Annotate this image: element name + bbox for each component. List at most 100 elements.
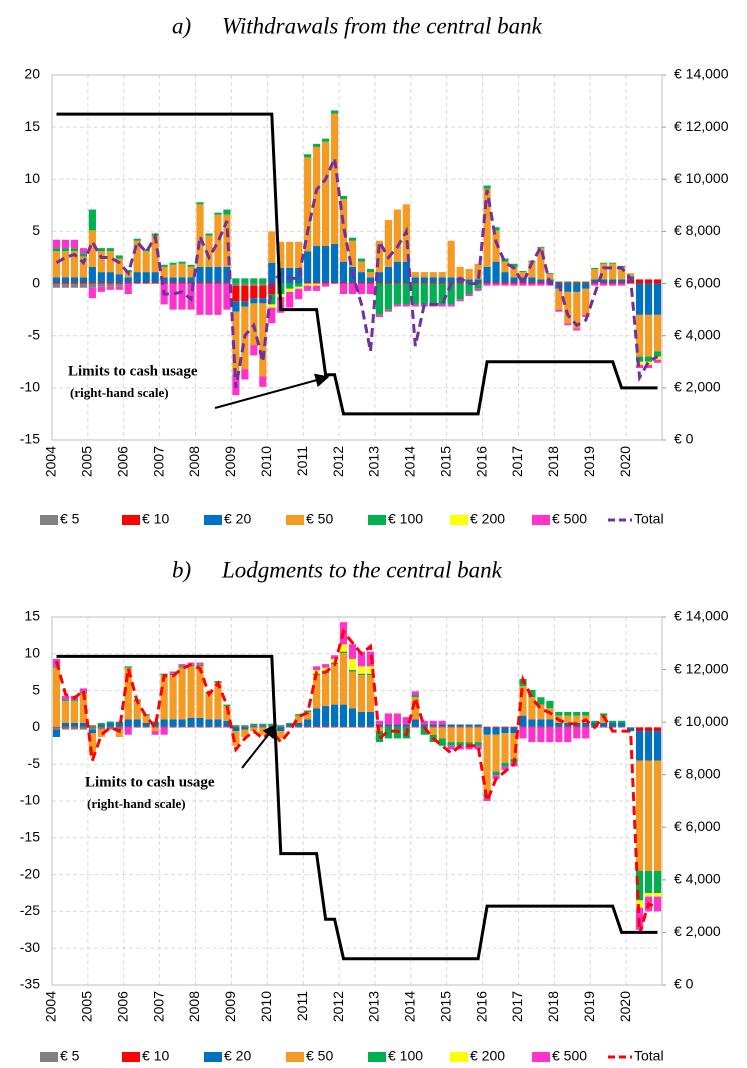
bar-segment xyxy=(384,282,392,284)
bar-segment xyxy=(196,266,204,283)
bar-segment xyxy=(330,110,339,114)
bar-segment xyxy=(510,263,518,267)
bar-segment xyxy=(259,726,267,728)
bar-segment xyxy=(241,729,249,737)
bar-segment xyxy=(330,655,339,659)
y2-tick-label: € 10,000 xyxy=(674,170,729,186)
bar-segment xyxy=(402,726,410,728)
bar-segment xyxy=(384,283,392,310)
bar-segment xyxy=(88,729,96,734)
y2-tick-label: € 12,000 xyxy=(674,118,729,134)
bar-segment xyxy=(304,726,312,728)
legend-swatch xyxy=(204,515,222,525)
bar-segment xyxy=(456,283,464,300)
bar-segment xyxy=(79,277,87,283)
bar-segment xyxy=(366,666,375,674)
bar-segment xyxy=(196,664,204,667)
bar-segment xyxy=(366,268,375,273)
bar-segment xyxy=(259,725,267,727)
limit-line xyxy=(56,654,658,961)
bar-segment xyxy=(97,272,105,283)
bar-segment xyxy=(366,675,375,712)
bar-segment xyxy=(600,279,608,283)
bar-segment xyxy=(196,666,204,718)
bar-segment xyxy=(214,719,222,727)
bar-segment xyxy=(609,283,617,286)
bar-segment xyxy=(564,727,572,743)
bar-segment xyxy=(205,693,213,720)
bar-segment xyxy=(268,307,276,324)
bar-segment xyxy=(537,726,545,728)
bar-segment xyxy=(474,742,482,746)
bar-segment xyxy=(618,265,626,267)
bar-segment xyxy=(447,240,455,278)
legend-label: € 20 xyxy=(224,511,251,527)
bar-segment xyxy=(537,727,545,743)
bar-segment xyxy=(573,715,581,723)
bar-segment xyxy=(304,719,312,727)
bar-segment xyxy=(339,651,348,654)
bar-segment xyxy=(79,722,87,727)
legend-swatch xyxy=(40,515,58,525)
bar-segment xyxy=(366,282,375,284)
bar-segment xyxy=(142,249,150,252)
bar-segment xyxy=(465,727,473,743)
bar-segment xyxy=(600,715,608,723)
bar-segment xyxy=(609,720,617,723)
bar-segment xyxy=(214,266,222,283)
bar-segment xyxy=(375,283,384,315)
bar-segment xyxy=(483,727,491,735)
panel-label: a) xyxy=(172,13,191,38)
bar-segment xyxy=(357,651,366,667)
bar-segment xyxy=(483,282,491,284)
bar-segment xyxy=(304,282,312,284)
bar-segment xyxy=(366,277,375,283)
bar-segment xyxy=(420,283,428,305)
bar-segment xyxy=(564,726,572,728)
bar-segment xyxy=(429,724,437,727)
bar-segment xyxy=(160,675,168,720)
bar-segment xyxy=(420,277,428,283)
bar-segment xyxy=(546,274,554,280)
bar-segment xyxy=(160,277,168,283)
bar-segment xyxy=(501,282,509,284)
bar-segment xyxy=(555,722,563,727)
bar-segment xyxy=(411,697,419,720)
bar-segment xyxy=(618,720,626,723)
bar-segment xyxy=(313,246,321,283)
bar-segment xyxy=(456,742,464,746)
legend-label: € 50 xyxy=(306,511,333,527)
y2-tick-label: € 0 xyxy=(674,431,694,447)
bar-segment xyxy=(250,278,258,284)
bar-segment xyxy=(178,263,186,278)
bar-segment xyxy=(600,726,608,728)
bar-segment xyxy=(411,277,419,283)
bar-segment xyxy=(160,726,168,728)
bar-segment xyxy=(304,251,312,283)
bar-segment xyxy=(79,688,87,693)
bar-segment xyxy=(653,314,662,352)
legend-label: € 500 xyxy=(552,511,587,527)
annotation-arrow xyxy=(241,723,277,769)
bar-segment xyxy=(151,722,159,727)
bar-segment xyxy=(609,722,617,727)
bar-segment xyxy=(187,717,195,727)
bar-segment xyxy=(106,722,114,727)
y-tick-label: 20 xyxy=(24,66,40,82)
bar-segment xyxy=(339,726,348,728)
bar-segment xyxy=(600,262,608,264)
bar-segment xyxy=(546,727,554,743)
bar-segment xyxy=(429,277,437,283)
bar-segment xyxy=(232,727,240,732)
bar-segment xyxy=(348,708,357,727)
bar-segment xyxy=(653,279,662,284)
bar-segment xyxy=(97,248,105,252)
bar-segment xyxy=(393,283,401,305)
bar-segment xyxy=(447,304,455,307)
bar-segment xyxy=(268,262,276,284)
bar-segment xyxy=(259,376,267,387)
bar-segment xyxy=(339,704,348,727)
bar-segment xyxy=(528,697,536,720)
bar-segment xyxy=(322,664,330,668)
bar-segment xyxy=(366,711,375,727)
